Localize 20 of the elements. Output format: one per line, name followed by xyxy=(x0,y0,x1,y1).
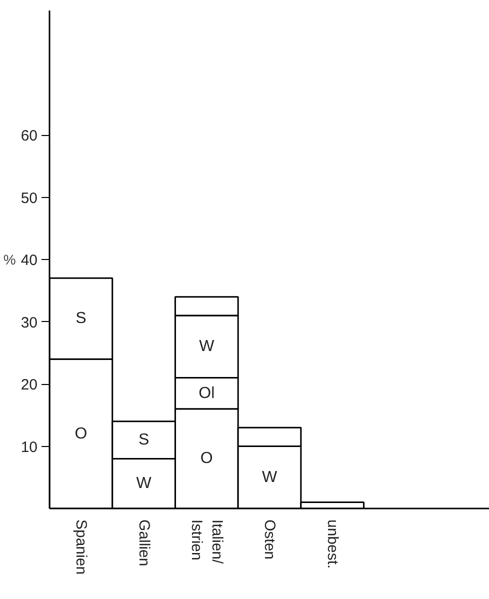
x-tick-label: Gallien xyxy=(135,520,152,566)
text: O xyxy=(74,425,88,442)
text: W xyxy=(199,338,214,356)
y-tick-label: 50 xyxy=(20,190,38,207)
series-label: Ol xyxy=(198,384,215,402)
y-tick-label: 40 xyxy=(20,252,38,269)
x-tick-label: Italien/ Istrien xyxy=(188,520,226,565)
y-tick-label: 10 xyxy=(20,438,38,456)
y-axis-title: % xyxy=(3,252,16,268)
x-tick-label: Spanien xyxy=(72,520,90,575)
y-tick-label: 60 xyxy=(20,128,38,144)
series-label: O xyxy=(200,450,213,468)
x-tick-label: Osten xyxy=(261,520,278,560)
text: S xyxy=(76,310,86,328)
series-label: W xyxy=(136,475,152,492)
y-tick-label: 20 xyxy=(20,376,38,394)
y-tick-label: 30 xyxy=(20,314,38,332)
series-label: S xyxy=(138,432,150,449)
x-tick-label: unbest. xyxy=(324,520,341,569)
text: W xyxy=(262,468,278,486)
